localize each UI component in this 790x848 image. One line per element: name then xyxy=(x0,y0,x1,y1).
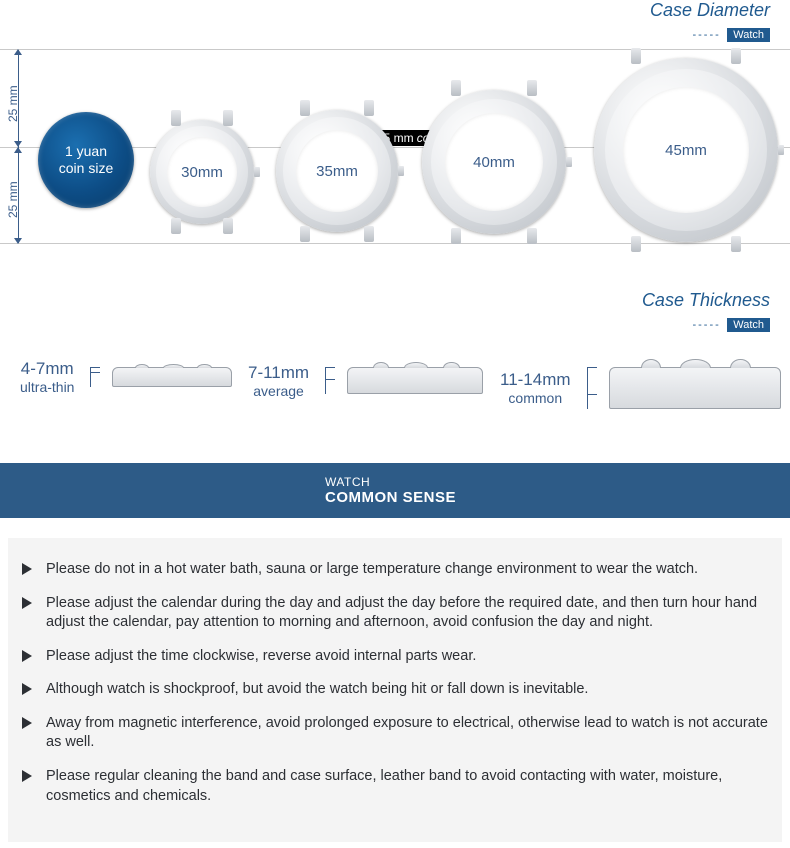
banner-line1: WATCH xyxy=(325,475,790,489)
triangle-bullet-icon xyxy=(22,770,32,782)
triangle-bullet-icon xyxy=(22,717,32,729)
vertical-scale: 25 mm 25 mm xyxy=(8,50,28,243)
triangle-bullet-icon xyxy=(22,683,32,695)
watch-case: 40mm xyxy=(422,90,566,234)
watch-tag-row-diameter: ----- Watch xyxy=(0,25,790,43)
triangle-bullet-icon xyxy=(22,650,32,662)
watch-case: 30mm xyxy=(150,120,254,224)
watch-tag-thickness: Watch xyxy=(727,318,770,332)
tips-list: Please do not in a hot water bath, sauna… xyxy=(8,538,782,842)
case-profile xyxy=(347,367,483,394)
scale-label-bottom: 25 mm xyxy=(6,181,20,218)
watch-tag-row-thickness: ----- Watch xyxy=(0,315,790,333)
coin-reference: 1 yuan coin size xyxy=(38,112,134,208)
thickness-label: 7-11mmaverage xyxy=(248,363,309,399)
thickness-diagram: 4-7mmultra-thin 7-11mmaverage 11-14mmcommo… xyxy=(0,343,790,433)
case-profile xyxy=(609,367,781,409)
section-title-thickness: Case Thickness xyxy=(0,290,790,311)
tip-text: Although watch is shockproof, but avoid … xyxy=(46,680,588,700)
case-profile xyxy=(112,367,232,387)
thickness-item: 7-11mmaverage xyxy=(248,353,483,408)
scale-label-top: 25 mm xyxy=(6,85,20,122)
coin-line1: 1 yuan xyxy=(65,143,107,159)
banner-line2: COMMON SENSE xyxy=(325,489,790,506)
watch-case: 45mm xyxy=(594,58,778,242)
tip-text: Please regular cleaning the band and cas… xyxy=(46,767,768,806)
tip-item: Away from magnetic interference, avoid p… xyxy=(22,714,768,753)
common-sense-banner: WATCH COMMON SENSE xyxy=(0,463,790,518)
tip-item: Please do not in a hot water bath, sauna… xyxy=(22,560,768,580)
tip-item: Although watch is shockproof, but avoid … xyxy=(22,680,768,700)
tip-text: Please adjust the calendar during the da… xyxy=(46,594,768,633)
thickness-label: 11-14mmcommon xyxy=(500,370,571,406)
thickness-label: 4-7mmultra-thin xyxy=(20,359,74,395)
dashes-decor: ----- xyxy=(692,319,720,331)
tip-text: Away from magnetic interference, avoid p… xyxy=(46,714,768,753)
tip-item: Please adjust the calendar during the da… xyxy=(22,594,768,633)
watch-dial-label: 40mm xyxy=(445,113,543,211)
tip-item: Please regular cleaning the band and cas… xyxy=(22,767,768,806)
dashes-decor: ----- xyxy=(692,29,720,41)
section-title-diameter: Case Diameter xyxy=(0,0,790,21)
thickness-item: 11-14mmcommon xyxy=(500,353,781,423)
tip-text: Please do not in a hot water bath, sauna… xyxy=(46,560,698,580)
coin-line2: coin size xyxy=(59,160,113,176)
diameter-diagram: 25 mm 25 mm 1 yuan coin size 25 mm conto… xyxy=(0,49,790,244)
watch-tag-diameter: Watch xyxy=(727,28,770,42)
watch-dial-label: 45mm xyxy=(623,87,748,212)
tip-text: Please adjust the time clockwise, revers… xyxy=(46,647,476,667)
watch-case: 35mm xyxy=(276,110,398,232)
tip-item: Please adjust the time clockwise, revers… xyxy=(22,647,768,667)
triangle-bullet-icon xyxy=(22,597,32,609)
thickness-item: 4-7mmultra-thin xyxy=(20,353,232,401)
triangle-bullet-icon xyxy=(22,563,32,575)
